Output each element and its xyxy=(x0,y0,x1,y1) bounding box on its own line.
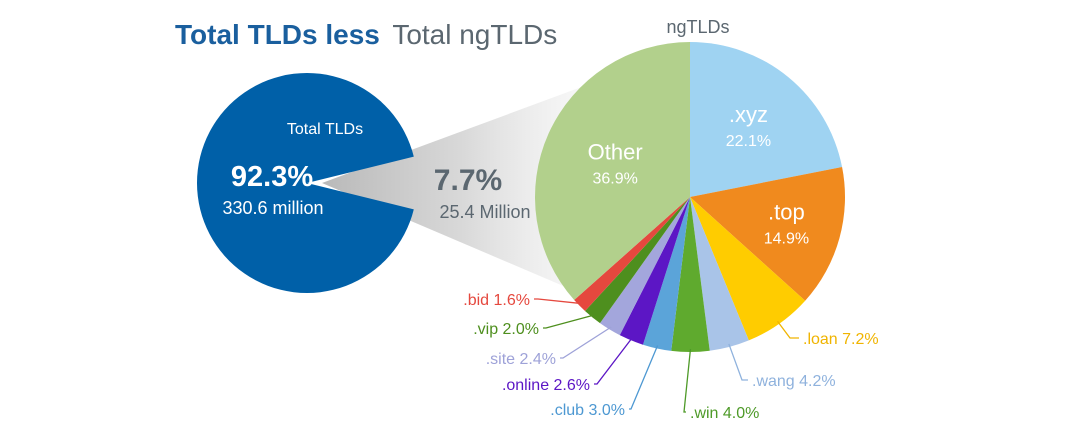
slice-vip xyxy=(585,197,690,324)
title-part1: Total TLDs less xyxy=(175,19,380,50)
slice-value-wang: 4.2% xyxy=(799,373,835,390)
leader-line-online xyxy=(594,337,633,385)
slice-wang xyxy=(690,197,749,351)
slice-name-wang: .wang xyxy=(752,373,799,390)
ngtlds-pie xyxy=(535,42,846,352)
leader-line-win xyxy=(683,348,692,413)
total-tlds-pie xyxy=(196,73,414,294)
slice-label-top: .top xyxy=(768,200,805,225)
leader-line-vip xyxy=(543,314,595,329)
connector-wedge xyxy=(322,87,581,286)
slice-loan xyxy=(690,197,806,341)
slice-label-vip: .vip 2.0% xyxy=(473,321,539,338)
slice-club xyxy=(642,197,690,351)
ngtlds-leader-lines xyxy=(534,298,799,413)
slice-value-club: 3.0% xyxy=(589,402,625,419)
slice-label-other: Other xyxy=(588,139,643,164)
slice-name-bid: .bid xyxy=(463,292,493,309)
total-tlds-label: Total TLDs xyxy=(287,121,363,138)
slice-name-club: .club xyxy=(550,402,588,419)
slice-name-win: .win xyxy=(690,405,723,422)
leader-line-loan xyxy=(776,320,799,339)
slice-value-top: 14.9% xyxy=(764,231,809,248)
slice-label-site: .site 2.4% xyxy=(486,351,556,368)
ngtlds-pie-title: ngTLDs xyxy=(666,17,729,37)
total-tlds-percent: 92.3% xyxy=(231,161,313,193)
total-tlds-amount: 330.6 million xyxy=(222,198,323,218)
slice-label-win: .win 4.0% xyxy=(690,405,759,422)
ngtld-share-percent: 7.7% xyxy=(434,164,502,197)
leader-line-wang xyxy=(728,343,748,381)
slice-label-xyz: .xyz xyxy=(729,102,768,127)
slice-name-site: .site xyxy=(486,351,520,368)
leader-line-club xyxy=(629,345,659,410)
slice-value-loan: 7.2% xyxy=(842,331,878,348)
title-part2: Total ngTLDs xyxy=(392,19,557,50)
slice-value-xyz: 22.1% xyxy=(726,133,771,150)
leader-line-site xyxy=(560,326,612,359)
slice-label-online: .online 2.6% xyxy=(502,377,590,394)
slice-bid xyxy=(574,197,690,312)
slice-other xyxy=(535,42,690,301)
slice-online xyxy=(619,197,690,345)
slice-win xyxy=(671,197,710,352)
slice-label-loan: .loan 7.2% xyxy=(803,331,879,348)
slice-label-club: .club 3.0% xyxy=(550,402,625,419)
slice-name-vip: .vip xyxy=(473,321,502,338)
slice-label-wang: .wang 4.2% xyxy=(752,373,836,390)
slice-name-loan: .loan xyxy=(803,331,842,348)
chart-title: Total TLDs less Total ngTLDs xyxy=(175,19,557,50)
leader-line-bid xyxy=(534,298,582,305)
slice-value-bid: 1.6% xyxy=(494,292,530,309)
slice-value-site: 2.4% xyxy=(520,351,556,368)
slice-xyz xyxy=(690,42,843,197)
slice-value-other: 36.9% xyxy=(593,170,638,187)
slice-value-vip: 2.0% xyxy=(503,321,539,338)
ngtld-share-amount: 25.4 Million xyxy=(439,202,530,222)
total-tlds-slice xyxy=(196,73,414,294)
slice-value-win: 4.0% xyxy=(723,405,759,422)
slice-top xyxy=(690,167,846,301)
slice-site xyxy=(599,197,690,336)
slice-label-bid: .bid 1.6% xyxy=(463,292,530,309)
slice-value-online: 2.6% xyxy=(554,377,590,394)
slice-name-online: .online xyxy=(502,377,554,394)
